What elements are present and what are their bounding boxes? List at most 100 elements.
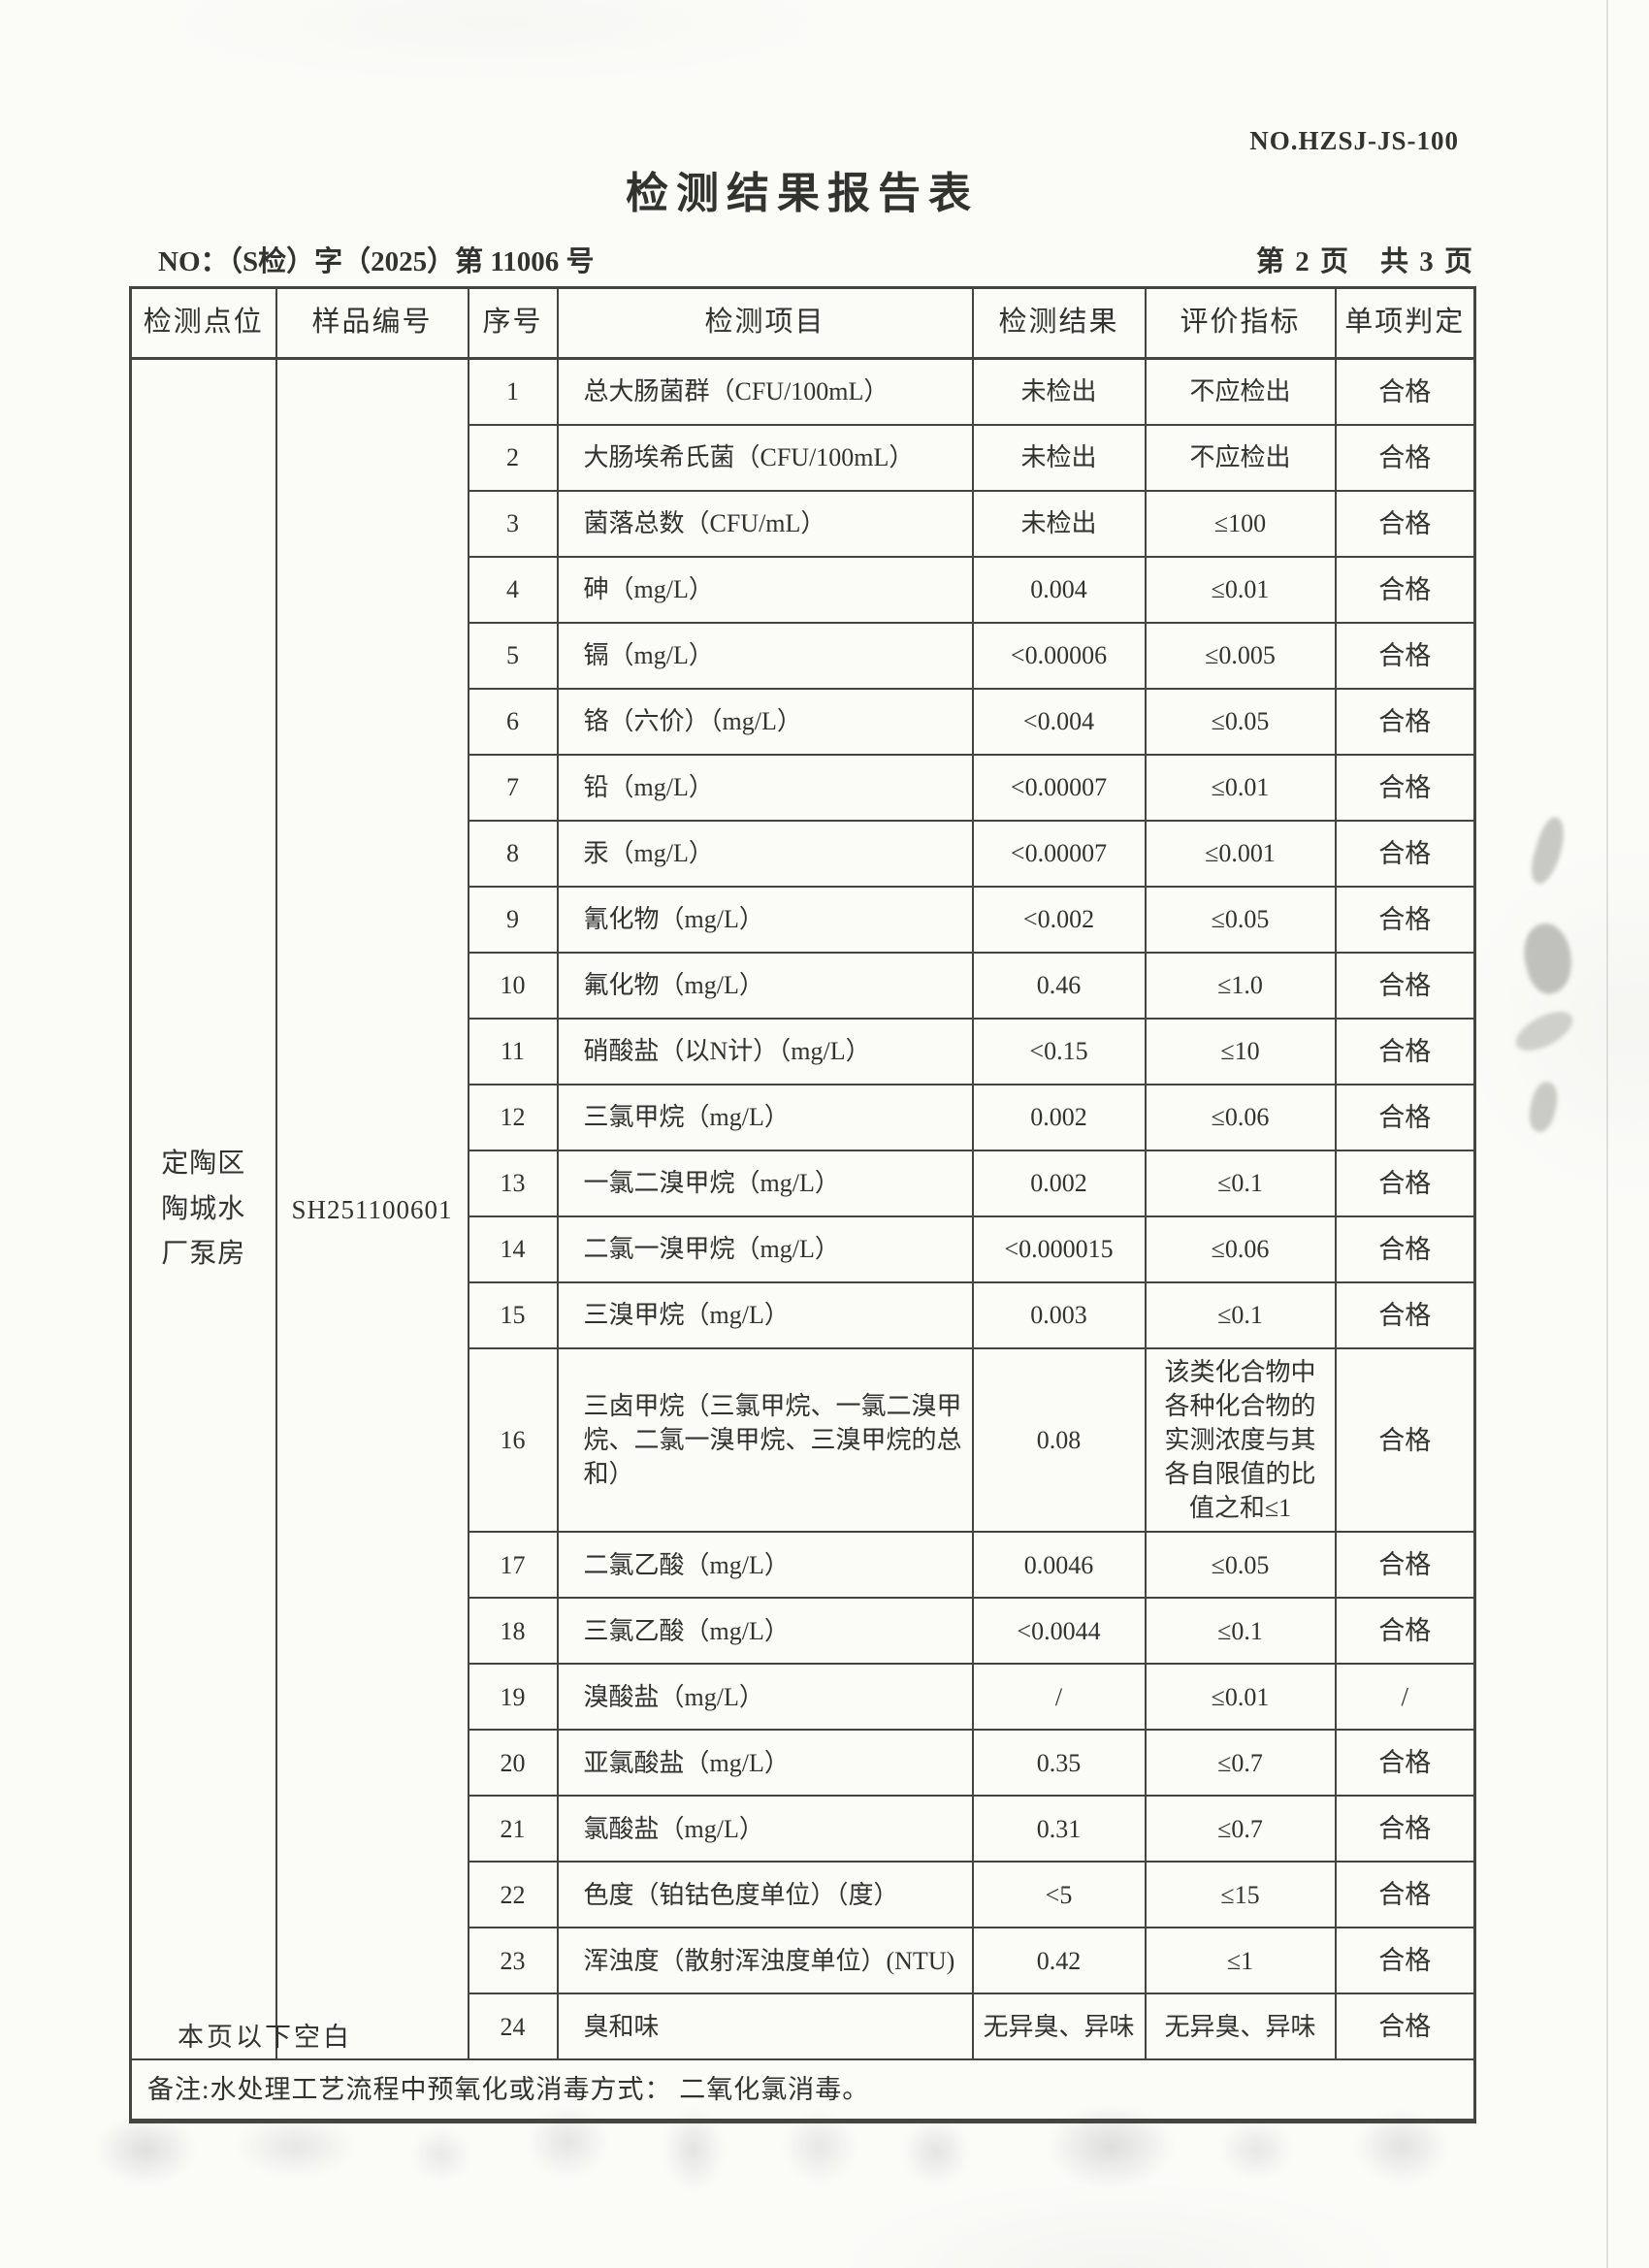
report-number: NO：（S检）字（2025）第 11006 号 xyxy=(158,246,595,277)
result-cell: <0.0044 xyxy=(971,1597,1147,1666)
result-cell: <0.00006 xyxy=(971,622,1147,690)
scan-fold-line-artifact xyxy=(1606,0,1608,2268)
limit-cell: ≤10 xyxy=(1144,1018,1337,1085)
result-cell: 无异臭、异味 xyxy=(971,1993,1147,2061)
scan-smudge-artifact xyxy=(1525,814,1571,888)
scan-smudge-artifact xyxy=(1509,1003,1579,1059)
report-subheader: NO：（S检）字（2025）第 11006 号 第 2 页 共 3 页 xyxy=(158,239,1474,279)
limit-cell: ≤1.0 xyxy=(1144,952,1337,1020)
scan-smudge-artifact xyxy=(1516,919,1580,998)
results-table-header: 检测点位 样品编号 序号 检测项目 检测结果 评价指标 单项判定 xyxy=(129,286,1476,360)
item-cell: 砷（mg/L） xyxy=(556,556,974,624)
item-cell: 三卤甲烷（三氯甲烷、一氯二溴甲烷、二氯一溴甲烷、三溴甲烷的总和） xyxy=(556,1346,974,1534)
table-row: 19 溴酸盐（mg/L） / ≤0.01 / xyxy=(131,1663,1476,1732)
limit-cell: ≤0.05 xyxy=(1144,886,1337,954)
item-cell: 氰化物（mg/L） xyxy=(556,886,974,954)
result-cell: 0.31 xyxy=(971,1795,1147,1863)
limit-cell: ≤0.06 xyxy=(1144,1084,1337,1151)
col-header-item: 检测项目 xyxy=(556,286,974,360)
table-row: 12 三氯甲烷（mg/L） 0.002 ≤0.06 合格 xyxy=(131,1084,1476,1151)
results-table-footer: 备注:水处理工艺流程中预氧化或消毒方式： 二氧化氯消毒。 xyxy=(129,2058,1476,2124)
item-cell: 二氯一溴甲烷（mg/L） xyxy=(556,1215,974,1283)
item-cell: 镉（mg/L） xyxy=(556,622,974,690)
table-row: 18 三氯乙酸（mg/L） <0.0044 ≤0.1 合格 xyxy=(131,1597,1476,1666)
row-number-cell: 22 xyxy=(467,1861,559,1929)
verdict-cell: 合格 xyxy=(1334,688,1476,756)
item-cell: 亚氯酸盐（mg/L） xyxy=(556,1729,974,1798)
item-cell: 色度（铂钴色度单位）（度） xyxy=(556,1861,974,1929)
row-number-cell: 12 xyxy=(467,1084,559,1151)
table-row: 23 浑浊度（散射浑浊度单位）(NTU) 0.42 ≤1 合格 xyxy=(131,1927,1476,1995)
remark-row: 备注:水处理工艺流程中预氧化或消毒方式： 二氧化氯消毒。 xyxy=(129,2058,1476,2124)
item-cell: 三氯乙酸（mg/L） xyxy=(556,1597,974,1666)
row-number-cell: 7 xyxy=(467,754,559,822)
verdict-cell: 合格 xyxy=(1334,622,1476,690)
row-number-cell: 10 xyxy=(467,952,559,1020)
verdict-cell: / xyxy=(1334,1663,1476,1732)
col-header-sample-id: 样品编号 xyxy=(275,286,469,360)
table-row: 10 氟化物（mg/L） 0.46 ≤1.0 合格 xyxy=(131,952,1476,1020)
location-cell: 定陶区陶城水厂泵房 xyxy=(129,357,277,2061)
limit-cell: 该类化合物中各种化合物的实测浓度与其各自限值的比值之和≤1 xyxy=(1144,1346,1337,1534)
sample-id-cell: SH251100601 xyxy=(275,357,469,2061)
row-number-cell: 4 xyxy=(467,556,559,624)
verdict-cell: 合格 xyxy=(1334,1927,1476,1995)
item-cell: 二氯乙酸（mg/L） xyxy=(556,1531,974,1600)
limit-cell: ≤0.7 xyxy=(1144,1729,1337,1798)
item-cell: 三氯甲烷（mg/L） xyxy=(556,1084,974,1151)
row-number-cell: 18 xyxy=(467,1597,559,1666)
table-row: 15 三溴甲烷（mg/L） 0.003 ≤0.1 合格 xyxy=(131,1281,1476,1349)
verdict-cell: 合格 xyxy=(1334,1281,1476,1349)
verdict-cell: 合格 xyxy=(1334,490,1476,558)
result-cell: 未检出 xyxy=(971,490,1147,558)
item-cell: 菌落总数（CFU/mL） xyxy=(556,490,974,558)
verdict-cell: 合格 xyxy=(1334,357,1476,426)
results-table-body: 定陶区陶城水厂泵房 SH251100601 1 总大肠菌群（CFU/100mL） … xyxy=(129,357,1476,2061)
limit-cell: 不应检出 xyxy=(1144,424,1337,492)
limit-cell: 无异臭、异味 xyxy=(1144,1993,1337,2061)
verdict-cell: 合格 xyxy=(1334,556,1476,624)
verdict-cell: 合格 xyxy=(1334,886,1476,954)
row-number-cell: 21 xyxy=(467,1795,559,1863)
limit-cell: ≤0.01 xyxy=(1144,556,1337,624)
limit-cell: ≤0.001 xyxy=(1144,820,1337,888)
result-cell: 0.46 xyxy=(971,952,1147,1020)
limit-cell: ≤0.05 xyxy=(1144,1531,1337,1600)
limit-cell: ≤0.1 xyxy=(1144,1597,1337,1666)
limit-cell: 不应检出 xyxy=(1144,357,1337,426)
below-blank-note: 本页以下空白 xyxy=(178,2023,352,2052)
item-cell: 浑浊度（散射浑浊度单位）(NTU) xyxy=(556,1927,974,1995)
remark-cell: 备注:水处理工艺流程中预氧化或消毒方式： 二氧化氯消毒。 xyxy=(129,2058,1476,2124)
table-row: 5 镉（mg/L） <0.00006 ≤0.005 合格 xyxy=(131,622,1476,690)
limit-cell: ≤0.01 xyxy=(1144,754,1337,822)
form-number: NO.HZSJ-JS-100 xyxy=(1249,126,1459,155)
col-header-limit: 评价指标 xyxy=(1144,286,1337,360)
limit-cell: ≤0.1 xyxy=(1144,1281,1337,1349)
item-cell: 大肠埃希氏菌（CFU/100mL） xyxy=(556,424,974,492)
limit-cell: ≤1 xyxy=(1144,1927,1337,1995)
limit-cell: ≤0.005 xyxy=(1144,622,1337,690)
limit-cell: ≤0.06 xyxy=(1144,1215,1337,1283)
scan-smudge-artifact xyxy=(1525,1079,1562,1135)
verdict-cell: 合格 xyxy=(1334,1346,1476,1534)
table-row: 14 二氯一溴甲烷（mg/L） <0.000015 ≤0.06 合格 xyxy=(131,1215,1476,1283)
col-header-result: 检测结果 xyxy=(971,286,1147,360)
report-title: 检测结果报告表 xyxy=(626,170,979,217)
result-cell: 0.0046 xyxy=(971,1531,1147,1600)
limit-cell: ≤15 xyxy=(1144,1861,1337,1929)
result-cell: <0.00007 xyxy=(971,754,1147,822)
result-cell: <0.002 xyxy=(971,886,1147,954)
table-row: 6 铬（六价）（mg/L） <0.004 ≤0.05 合格 xyxy=(131,688,1476,756)
row-number-cell: 5 xyxy=(467,622,559,690)
verdict-cell: 合格 xyxy=(1334,1084,1476,1151)
limit-cell: ≤0.05 xyxy=(1144,688,1337,756)
row-number-cell: 15 xyxy=(467,1281,559,1349)
table-row: 24 臭和味 无异臭、异味 无异臭、异味 合格 xyxy=(131,1993,1476,2061)
verdict-cell: 合格 xyxy=(1334,1597,1476,1666)
table-row: 9 氰化物（mg/L） <0.002 ≤0.05 合格 xyxy=(131,886,1476,954)
item-cell: 硝酸盐（以N计）（mg/L） xyxy=(556,1018,974,1085)
table-row: 17 二氯乙酸（mg/L） 0.0046 ≤0.05 合格 xyxy=(131,1531,1476,1600)
item-cell: 氟化物（mg/L） xyxy=(556,952,974,1020)
verdict-cell: 合格 xyxy=(1334,1531,1476,1600)
